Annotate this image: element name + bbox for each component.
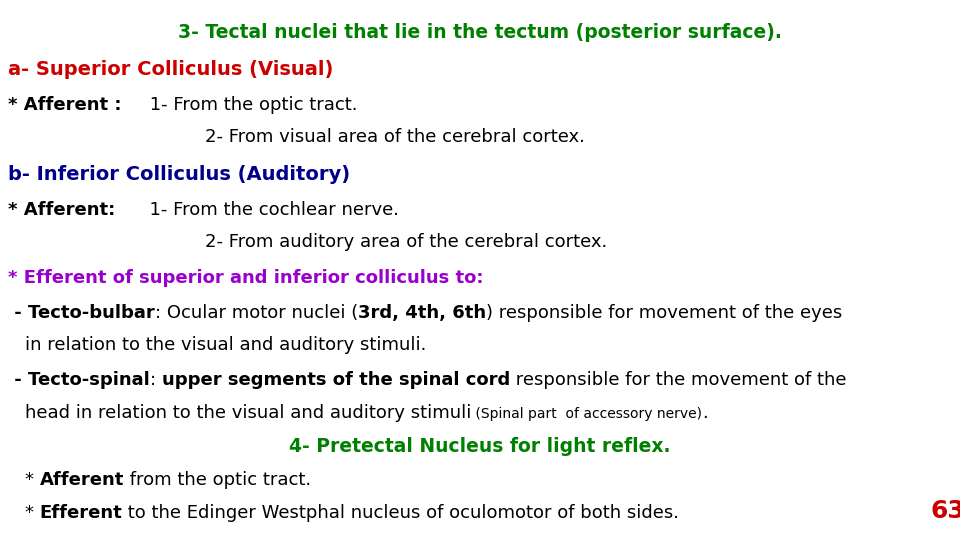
Text: 1- From the cochlear nerve.: 1- From the cochlear nerve. — [115, 201, 399, 219]
Text: upper segments of the spinal cord: upper segments of the spinal cord — [161, 371, 510, 389]
Text: * Afferent :: * Afferent : — [8, 96, 122, 114]
Text: Afferent: Afferent — [39, 471, 124, 489]
Text: b- Inferior Colliculus (Auditory): b- Inferior Colliculus (Auditory) — [8, 165, 350, 184]
Text: Efferent: Efferent — [39, 504, 123, 522]
Text: head in relation to the visual and auditory stimuli: head in relation to the visual and audit… — [25, 404, 471, 422]
Text: - Tecto-spinal: - Tecto-spinal — [8, 371, 150, 389]
Text: 2- From visual area of the cerebral cortex.: 2- From visual area of the cerebral cort… — [205, 128, 585, 146]
Text: *: * — [25, 504, 39, 522]
Text: 2- From auditory area of the cerebral cortex.: 2- From auditory area of the cerebral co… — [205, 233, 608, 251]
Text: 3rd, 4th, 6th: 3rd, 4th, 6th — [358, 304, 486, 322]
Text: * Afferent:: * Afferent: — [8, 201, 115, 219]
Text: 4- Pretectal Nucleus for light reflex.: 4- Pretectal Nucleus for light reflex. — [289, 437, 671, 456]
Text: responsible for the movement of the: responsible for the movement of the — [510, 371, 847, 389]
Text: :: : — [150, 371, 161, 389]
Text: : Ocular motor nuclei (: : Ocular motor nuclei ( — [155, 304, 358, 322]
Text: to the Edinger Westphal nucleus of oculomotor of both sides.: to the Edinger Westphal nucleus of oculo… — [123, 504, 680, 522]
Text: in relation to the visual and auditory stimuli.: in relation to the visual and auditory s… — [25, 336, 426, 354]
Text: 3- Tectal nuclei that lie in the tectum (posterior surface).: 3- Tectal nuclei that lie in the tectum … — [178, 23, 782, 42]
Text: 1- From the optic tract.: 1- From the optic tract. — [122, 96, 358, 114]
Text: (Spinal part  of accessory nerve): (Spinal part of accessory nerve) — [471, 407, 703, 421]
Text: a- Superior Colliculus (Visual): a- Superior Colliculus (Visual) — [8, 60, 333, 79]
Text: * Efferent of superior and inferior colliculus to:: * Efferent of superior and inferior coll… — [8, 269, 484, 287]
Text: - Tecto-bulbar: - Tecto-bulbar — [8, 304, 155, 322]
Text: from the optic tract.: from the optic tract. — [124, 471, 311, 489]
Text: 63: 63 — [930, 499, 960, 523]
Text: ) responsible for movement of the eyes: ) responsible for movement of the eyes — [486, 304, 842, 322]
Text: .: . — [703, 404, 708, 422]
Text: *: * — [25, 471, 39, 489]
